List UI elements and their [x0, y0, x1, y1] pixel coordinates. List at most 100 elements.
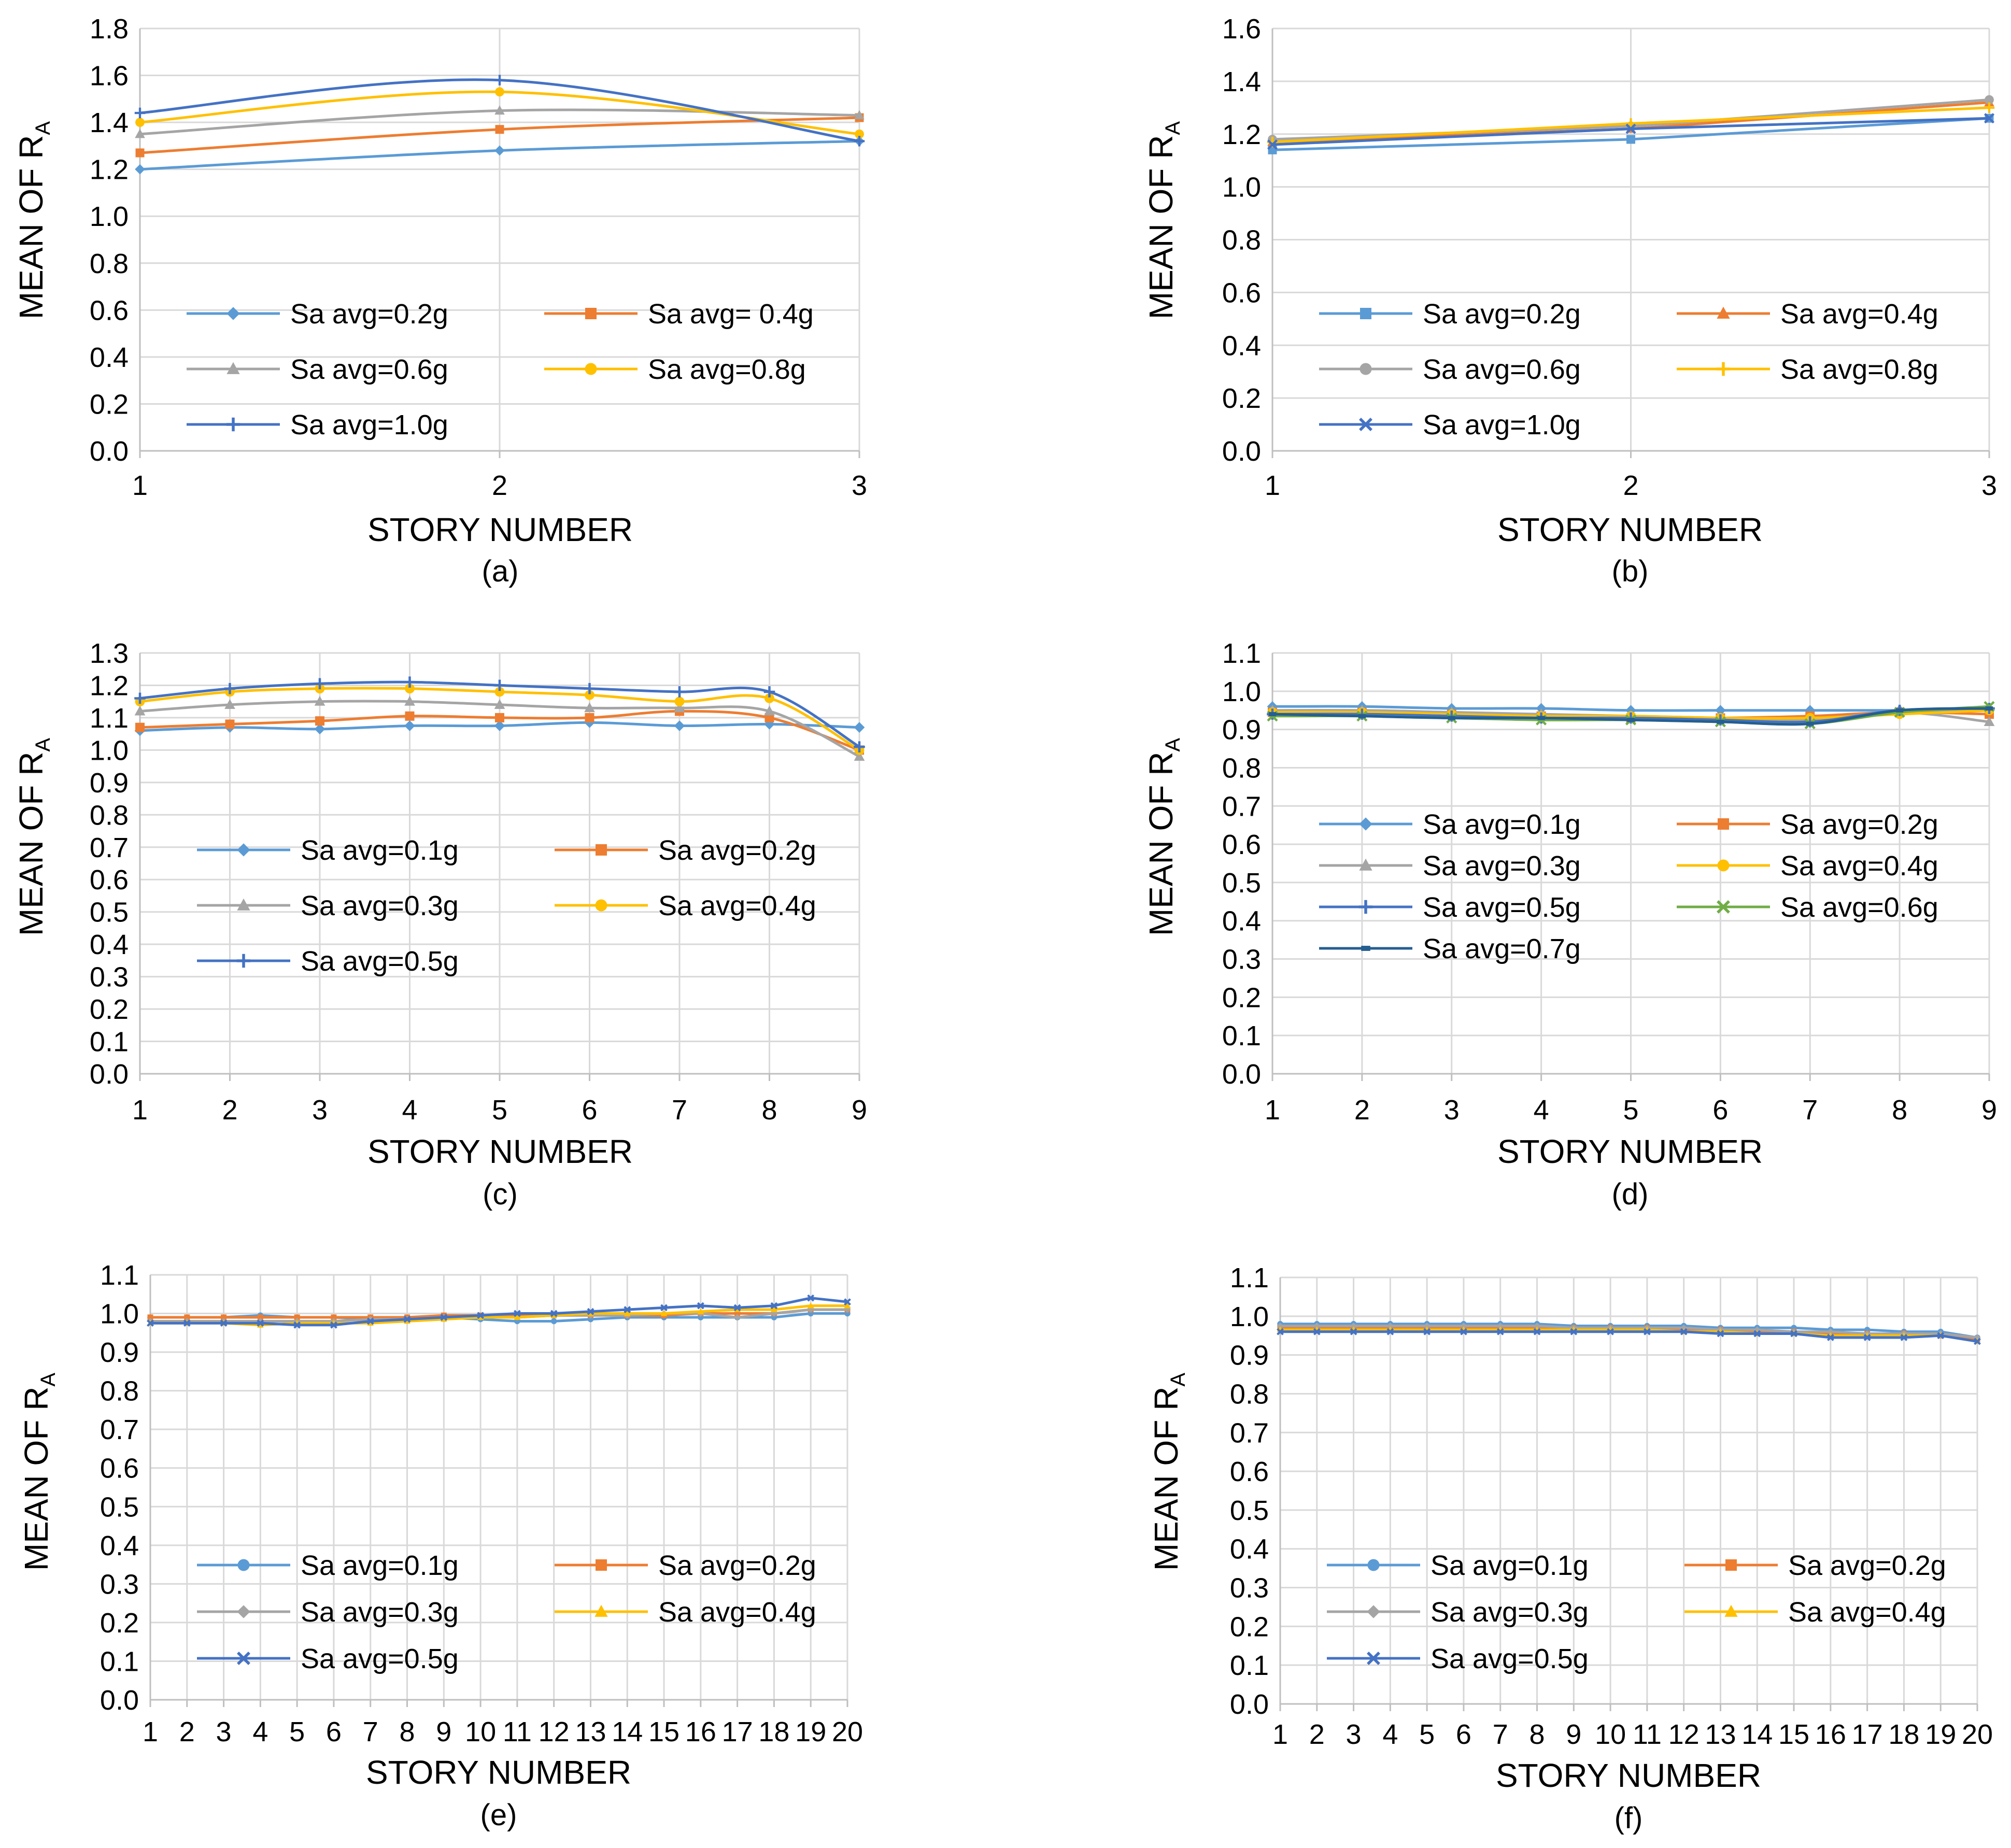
y-tick-label: 0.5 [100, 1491, 139, 1523]
x-tick-label: 2 [1623, 470, 1638, 501]
y-tick-label: 0.6 [90, 295, 129, 326]
x-tick-label: 10 [1595, 1719, 1626, 1750]
series-line-e-5 [150, 1297, 848, 1327]
x-tick-label: 3 [1444, 1094, 1460, 1126]
data-point-d-7 [1448, 716, 1455, 720]
y-tick-label: 0.1 [1222, 1020, 1261, 1051]
caption-b: (b) [1612, 555, 1649, 588]
y-tick-label: 0.3 [90, 962, 129, 993]
data-point-c-2 [225, 719, 235, 729]
legend-label: Sa avg=0.5g [1431, 1643, 1589, 1674]
data-point-c-1 [764, 719, 775, 730]
data-point-b-4 [1984, 102, 1995, 113]
y-tick-label: 1.6 [1222, 13, 1261, 45]
x-tick-label: 1 [132, 470, 148, 501]
x-tick-label: 9 [436, 1716, 451, 1747]
y-tick-label: 0.0 [1222, 436, 1261, 467]
data-point-a-3 [854, 110, 865, 120]
plot-area-a: 0.0 0.2 0.4 0.6 0.8 1.0 1.2 1.4 1.6 1.8 1 2 3 Sa avg=… [90, 13, 867, 501]
legend-marker [1367, 1605, 1380, 1618]
x-tick-label: 3 [216, 1716, 232, 1747]
data-point-f-3 [1313, 1323, 1321, 1329]
x-tick-label: 8 [400, 1716, 415, 1747]
legend-label: Sa avg=0.2g [290, 298, 448, 330]
legend-marker [585, 308, 597, 319]
data-point-c-5 [584, 683, 596, 694]
legend-label: Sa avg=0.1g [301, 1550, 459, 1581]
panel-d: 0.0 0.1 0.2 0.3 0.4 0.5 0.6 0.7 0.8 0.9 1.0 1.1 1 2 3 4… [1142, 638, 1997, 1211]
x-tick-label: 12 [539, 1716, 570, 1747]
data-point-e-5 [403, 1315, 411, 1323]
data-point-e-5 [807, 1294, 815, 1302]
x-tick-label: 4 [252, 1716, 268, 1747]
x-tick-label: 1 [132, 1094, 148, 1126]
plot-area-b: 0.0 0.2 0.4 0.6 0.8 1.0 1.2 1.4 1.6 1 2 3 Sa avg=0.2… [1222, 13, 1997, 501]
x-axis-label-d: STORY NUMBER [1497, 1133, 1763, 1170]
y-tick-label: 1.0 [1230, 1301, 1269, 1332]
plot-area-d: 0.0 0.1 0.2 0.3 0.4 0.5 0.6 0.7 0.8 0.9 1.0 1.1 1 2 3 4… [1222, 638, 1997, 1126]
legend-marker [1359, 418, 1372, 431]
data-point-e-5 [770, 1302, 778, 1310]
legend-marker [237, 1652, 250, 1665]
data-point-e-4 [807, 1302, 814, 1309]
data-point-c-1 [674, 720, 685, 731]
legend-label: Sa avg=0.4g [1780, 298, 1938, 330]
data-point-d-7 [1717, 719, 1724, 724]
data-point-d-1 [1536, 703, 1547, 714]
caption-e: (e) [480, 1798, 517, 1832]
data-point-a-4 [135, 118, 145, 127]
x-tick-label: 7 [672, 1094, 687, 1126]
data-point-c-5 [494, 679, 505, 691]
y-tick-label: 1.0 [1222, 676, 1261, 707]
y-tick-label: 0.2 [90, 389, 129, 420]
x-tick-label: 12 [1668, 1719, 1700, 1750]
x-tick-label: 11 [1633, 1719, 1662, 1750]
y-tick-label: 0.9 [90, 767, 129, 799]
data-point-c-1 [314, 723, 325, 735]
legend-label: Sa avg=0.2g [1788, 1550, 1946, 1581]
caption-c: (c) [483, 1177, 518, 1211]
data-point-c-5 [763, 686, 775, 698]
data-point-e-5 [440, 1314, 448, 1321]
data-point-f-3 [1350, 1323, 1357, 1329]
data-point-a-5 [494, 75, 505, 86]
data-point-d-7 [1895, 708, 1904, 713]
data-point-d-1 [1625, 705, 1636, 716]
y-axis-label-a: MEAN OF RA [12, 121, 54, 320]
data-point-e-4 [771, 1306, 777, 1313]
data-point-f-3 [1497, 1323, 1504, 1329]
data-point-c-3 [854, 751, 865, 761]
x-tick-label: 2 [1309, 1719, 1325, 1750]
data-point-e-4 [624, 1310, 631, 1316]
data-point-a-4 [855, 129, 864, 139]
data-point-f-5 [1423, 1328, 1431, 1335]
legend-label: Sa avg=0.6g [290, 354, 448, 385]
legend-label: Sa avg=0.5g [301, 946, 459, 977]
data-point-b-5 [1984, 113, 1995, 124]
x-tick-label: 1 [1272, 1719, 1288, 1750]
y-tick-label: 1.3 [90, 638, 129, 669]
data-point-f-5 [1533, 1328, 1541, 1335]
data-point-f-5 [1277, 1328, 1284, 1335]
data-point-f-5 [1680, 1328, 1688, 1335]
legend-marker [237, 843, 250, 857]
y-tick-label: 0.9 [1230, 1340, 1269, 1371]
series-line-f-4 [1280, 1328, 1978, 1343]
x-axis-label-c: STORY NUMBER [367, 1133, 633, 1170]
y-tick-label: 1.4 [1222, 66, 1261, 97]
data-point-a-5 [134, 107, 146, 119]
legend-label: Sa avg=0.1g [1431, 1550, 1589, 1581]
data-point-f-3 [1423, 1323, 1431, 1329]
x-tick-label: 16 [685, 1716, 716, 1747]
legend-marker [237, 1605, 250, 1618]
x-tick-label: 6 [1456, 1719, 1471, 1750]
data-point-f-5 [1717, 1330, 1724, 1338]
y-tick-label: 0.4 [1222, 330, 1261, 361]
x-tick-label: 17 [722, 1716, 753, 1747]
legend-marker [226, 307, 240, 320]
x-tick-label: 2 [179, 1716, 195, 1747]
data-point-e-5 [587, 1307, 594, 1315]
y-tick-label: 0.9 [1222, 715, 1261, 746]
panel-e: 0.00.10.20.30.40.50.60.70.80.91.01.11 2 3 4… [18, 1260, 863, 1832]
legend-label: Sa avg=1.0g [290, 409, 448, 440]
